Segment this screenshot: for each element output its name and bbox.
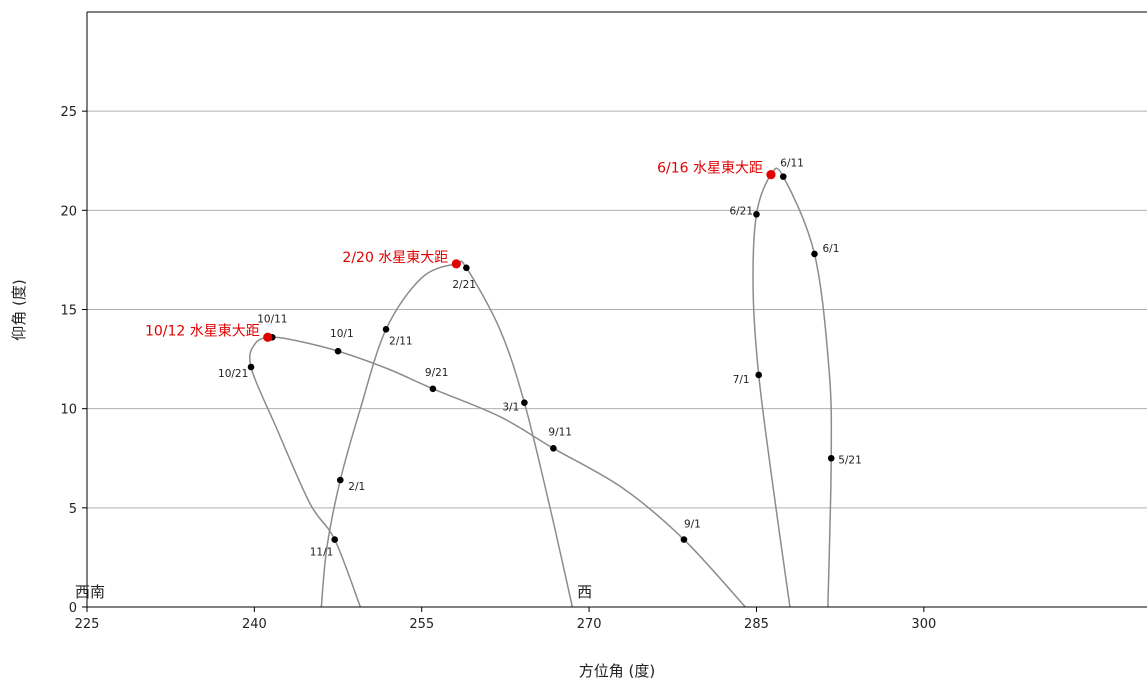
point-label: 9/1 (684, 519, 701, 531)
greatest-elongation-marker (263, 332, 273, 342)
direction-label: 西 (577, 583, 592, 601)
greatest-elongation-label: 10/12 水星東大距 (145, 323, 260, 339)
x-tick-label: 240 (242, 617, 267, 632)
greatest-elongation-label: 2/20 水星東大距 (342, 250, 448, 266)
data-point (336, 476, 344, 484)
data-point (827, 454, 835, 462)
point-label: 3/1 (502, 402, 519, 414)
direction-label: 西南 (75, 583, 105, 601)
elongation-curve (248, 336, 746, 608)
y-tick-label: 0 (69, 601, 77, 616)
data-point (755, 371, 763, 379)
x-tick-label: 225 (75, 617, 100, 632)
data-point (463, 264, 470, 272)
point-labels: 2/1 2/11 2/21 3/1 2/20 水星東大距 7/1 6/21 6/11 6/1 5/… (145, 158, 862, 559)
point-label: 6/11 (780, 158, 804, 170)
tick-labels: 225 240 255 270 285 300 0 5 10 15 20 25 西南 西 (60, 105, 936, 632)
data-point (334, 347, 342, 355)
data-point (753, 211, 760, 218)
data-point (779, 173, 787, 180)
greatest-elongation-marker (451, 259, 461, 269)
point-label: 6/21 (729, 205, 753, 217)
x-axis-title: 方位角 (度) (579, 662, 655, 680)
y-tick-label: 15 (60, 304, 77, 319)
data-point (247, 363, 255, 371)
data-point (811, 250, 818, 258)
point-label: 9/11 (548, 426, 572, 438)
point-label: 6/1 (822, 243, 839, 255)
greatest-elongation-label: 6/16 水星東大距 (657, 161, 763, 177)
data-point (521, 399, 528, 407)
x-tick-label: 300 (911, 617, 936, 632)
point-label: 9/21 (425, 367, 449, 379)
data-point (331, 536, 339, 543)
y-tick-label: 5 (69, 502, 77, 517)
point-label: 10/21 (218, 368, 248, 380)
x-tick-label: 285 (744, 617, 769, 632)
y-tick-label: 25 (60, 105, 77, 120)
y-axis-title: 仰角 (度) (10, 279, 28, 340)
gridlines (87, 110, 1147, 509)
axes (82, 11, 1147, 612)
x-tick-label: 270 (577, 617, 602, 632)
data-point (550, 445, 557, 452)
point-label: 7/1 (733, 374, 750, 386)
greatest-elongation-marker (766, 170, 776, 180)
point-label: 2/11 (389, 335, 413, 347)
data-point (429, 385, 437, 393)
data-point (680, 536, 688, 543)
point-label: 10/1 (330, 328, 354, 340)
point-label: 2/1 (348, 481, 365, 493)
y-tick-label: 10 (60, 403, 77, 418)
point-label: 10/11 (257, 313, 287, 325)
y-tick-label: 20 (60, 204, 77, 219)
point-label: 2/21 (452, 279, 476, 291)
point-label: 11/1 (310, 547, 334, 559)
data-point (382, 326, 390, 333)
x-tick-label: 255 (409, 617, 434, 632)
point-label: 5/21 (838, 454, 862, 466)
data-points (247, 170, 835, 543)
